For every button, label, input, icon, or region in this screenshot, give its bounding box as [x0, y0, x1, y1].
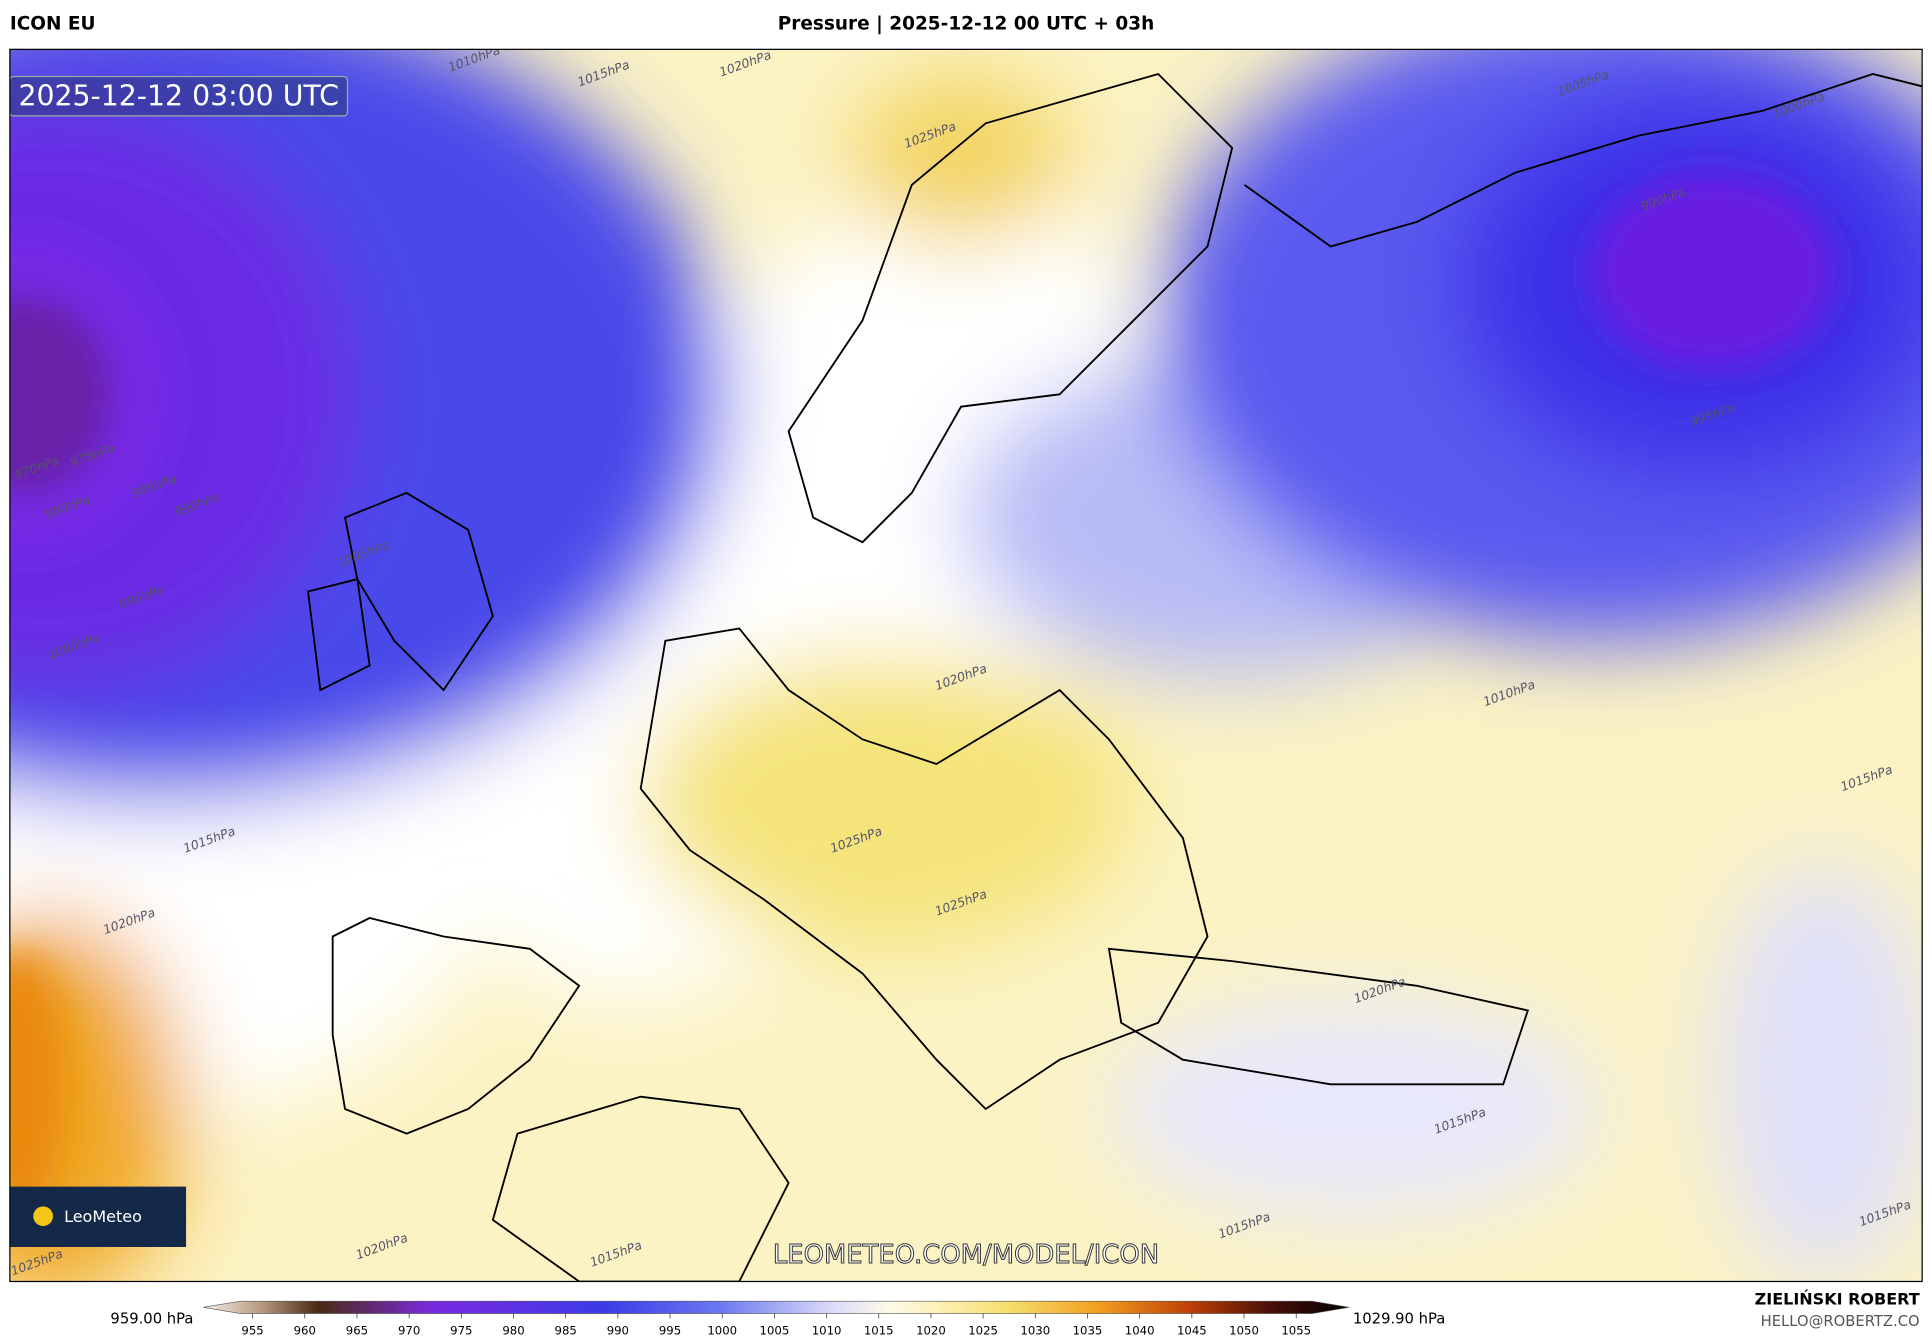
colorbar-tick-label: 1050 [1229, 1323, 1259, 1337]
colorbar-tick-label: 1020 [916, 1323, 946, 1337]
colorbar [203, 1300, 1350, 1314]
colorbar-tick-label: 1010 [812, 1323, 842, 1337]
colorbar-tick-label: 1045 [1177, 1323, 1207, 1337]
colorbar-tick-label: 1005 [760, 1323, 790, 1337]
colorbar-tick-label: 1030 [1020, 1323, 1050, 1337]
colorbar-tick-label: 980 [502, 1323, 524, 1337]
logo-sun [33, 1206, 53, 1227]
title: Pressure | 2025-12-12 00 UTC + 03h [778, 14, 1155, 35]
colorbar-tick-label: 960 [294, 1323, 316, 1337]
map-frame [9, 48, 1923, 1283]
colorbar-tick-label: 1035 [1073, 1323, 1103, 1337]
legend-min: 959.00 hPa [110, 1311, 193, 1328]
author: ZIELIŃSKI ROBERT [1755, 1289, 1920, 1308]
timestamp: 2025-12-12 03:00 UTC [18, 79, 338, 112]
model-name: ICON EU [10, 14, 96, 35]
colorbar-ticks: 955 960 965 970 975 980 985 990 995 1000 1005 1010 1… [241, 1313, 1311, 1337]
colorbar-tick-label: 1000 [707, 1323, 737, 1337]
logo: LeoMeteo [64, 1207, 142, 1226]
colorbar-tick-label: 970 [398, 1323, 420, 1337]
colorbar-tick-label: 1040 [1125, 1323, 1155, 1337]
colorbar-tick-label: 965 [346, 1323, 368, 1337]
colorbar-tick-label: 990 [607, 1323, 629, 1337]
colorbar-tick-label: 975 [450, 1323, 472, 1337]
colorbar-tick-label: 1015 [864, 1323, 894, 1337]
colorbar-tick-label: 995 [659, 1323, 681, 1337]
coastlines [307, 72, 1923, 1282]
timestamp-box [9, 75, 349, 117]
colorbar-tick-label: 955 [241, 1323, 263, 1337]
colorbar-tick-label: 1025 [968, 1323, 998, 1337]
legend-max: 1029.90 hPa [1353, 1311, 1445, 1328]
colorbar-tick-label: 985 [555, 1323, 577, 1337]
colorbar-tick-label: 1055 [1281, 1323, 1311, 1337]
email: HELLO@ROBERTZ.CO [1761, 1313, 1920, 1330]
watermark: LEOMETEO.COM/MODEL/ICON [773, 1240, 1159, 1270]
